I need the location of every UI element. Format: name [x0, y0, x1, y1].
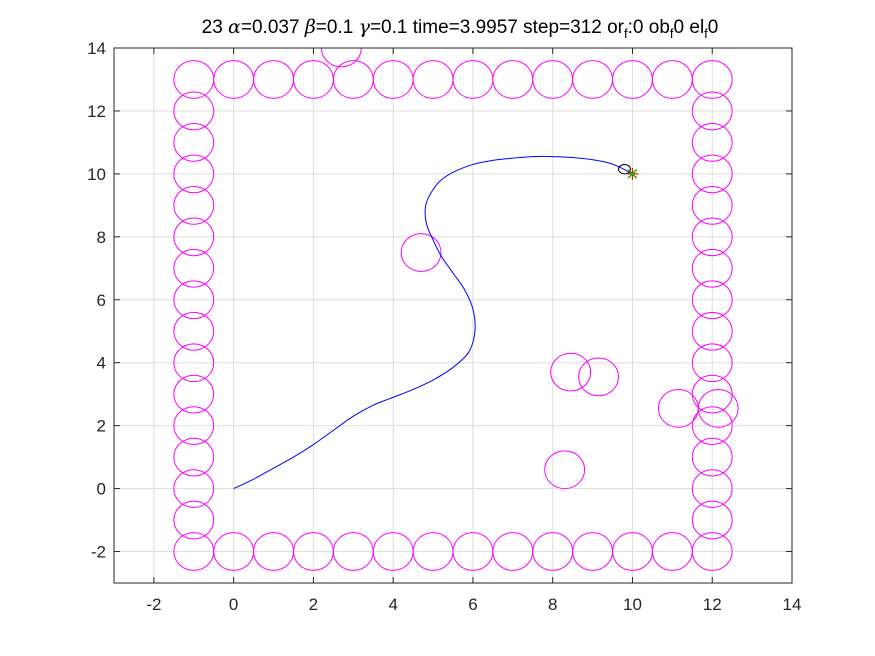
obstacle-circle — [173, 154, 215, 194]
x-tick-label: -2 — [146, 595, 161, 614]
y-tick-label: 2 — [97, 417, 106, 436]
obstacle-circle — [691, 60, 733, 99]
obstacle-circle — [691, 280, 733, 320]
obstacle-circle — [173, 343, 215, 383]
obstacle-circle — [173, 500, 215, 540]
title-prefix: 23 — [202, 17, 228, 38]
obstacle-circle — [550, 352, 592, 392]
plot-clipped-group — [173, 48, 739, 571]
x-tick-label: 0 — [229, 595, 238, 614]
y-tick-label: 10 — [87, 165, 106, 184]
obstacle-circle — [400, 233, 442, 272]
y-tick-label: 12 — [87, 102, 106, 121]
x-tick-label: 12 — [703, 595, 722, 614]
obstacle-circle — [691, 248, 733, 288]
obstacle-circle — [544, 450, 586, 490]
obstacle-circle — [173, 437, 215, 477]
y-tick-label: 4 — [97, 354, 106, 373]
title-gamma-symbol: γ — [359, 16, 371, 38]
obstacle-circle — [691, 217, 733, 257]
obstacle-circle — [173, 469, 215, 508]
goal-cross-marker — [627, 169, 637, 179]
obstacle-circle — [691, 91, 733, 131]
obstacle-circle — [691, 123, 733, 162]
title-alpha-value: =0.037 — [241, 17, 305, 38]
axis-ticks: -2 0 2 4 6 8 10 12 14 -2 0 2 4 6 8 10 12 14 — [87, 39, 801, 614]
obstacle-circle — [173, 123, 215, 162]
title-subscript-2: f — [670, 26, 674, 41]
x-tick-label: 10 — [623, 595, 642, 614]
obstacle-circle — [691, 532, 733, 571]
obstacle-circle — [173, 217, 215, 257]
obstacle-circle — [173, 406, 215, 446]
obstacle-circle — [173, 91, 215, 131]
obstacle-circle — [578, 357, 620, 397]
title-alpha-symbol: α — [228, 16, 241, 38]
obstacle-circle — [173, 311, 215, 351]
obstacle-circle — [691, 343, 733, 383]
title-mid-1: :0 ob — [628, 17, 670, 38]
y-tick-label: -2 — [91, 543, 106, 562]
obstacle-circle — [691, 469, 733, 508]
title-gamma-value: =0.1 time=3.9957 step=312 or — [370, 17, 625, 38]
axes-box — [113, 47, 793, 584]
title-subscript-1: f — [624, 26, 628, 41]
obstacle-circle — [173, 280, 215, 320]
title-mid-2: 0 el — [674, 17, 705, 38]
goal-cross-stroke — [627, 169, 637, 179]
y-tick-label: 6 — [97, 291, 106, 310]
obstacle-circle — [691, 154, 733, 194]
y-tick-label: 14 — [87, 39, 106, 58]
y-tick-label: 0 — [97, 480, 106, 499]
obstacle-circle — [697, 388, 739, 428]
title-subscript-3: f — [704, 26, 708, 41]
plot-area — [173, 48, 739, 571]
x-tick-label: 14 — [783, 595, 802, 614]
obstacle-circle — [173, 248, 215, 288]
obstacle-circle — [320, 48, 362, 68]
obstacle-circle — [173, 185, 215, 225]
x-tick-label: 6 — [468, 595, 477, 614]
obstacle-circle — [173, 374, 215, 414]
obstacle-circle — [691, 185, 733, 225]
x-tick-label: 4 — [388, 595, 397, 614]
title-end: 0 — [708, 17, 719, 38]
obstacle-circle — [691, 311, 733, 351]
title-beta-symbol: β — [304, 16, 316, 38]
obstacle-circle — [691, 437, 733, 477]
robot-marker — [618, 163, 631, 175]
obstacle-circle — [691, 406, 733, 446]
obstacle-circle — [691, 500, 733, 540]
y-tick-label: 8 — [97, 228, 106, 247]
x-tick-label: 2 — [309, 595, 318, 614]
x-tick-label: 8 — [548, 595, 557, 614]
title-beta-value: =0.1 — [316, 17, 359, 38]
chart-title: 23 α=0.037 β=0.1 γ=0.1 time=3.9957 step=… — [202, 16, 719, 41]
trajectory-line — [233, 155, 633, 490]
